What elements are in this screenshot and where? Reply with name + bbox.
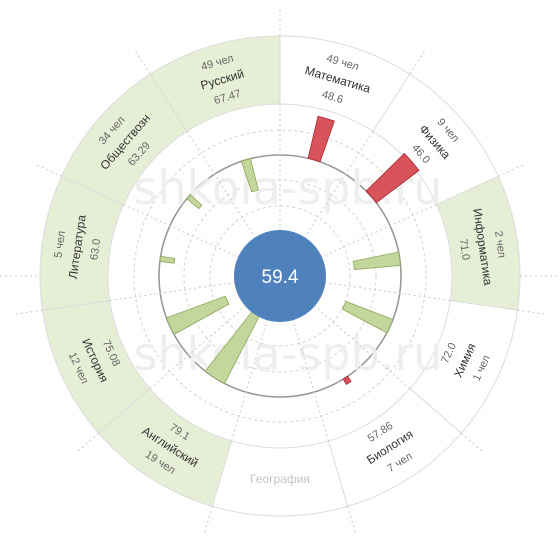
label-3-cnt: 2 чел: [492, 230, 508, 259]
spoke-dashed-5: [302, 295, 411, 390]
center-average-disc: [234, 230, 326, 322]
label-group-6: География: [250, 472, 310, 486]
spoke-dashed-8: [149, 295, 258, 390]
spoke-edge-11: [133, 48, 151, 75]
spoke-edge-5: [461, 432, 485, 454]
spoke-solid-10: [61, 175, 124, 206]
band-9: [39, 176, 124, 311]
band-3: [436, 176, 521, 311]
bar-10: [240, 158, 259, 193]
spoke-dashed-11: [186, 131, 265, 252]
spoke-dashed-3: [307, 204, 437, 264]
spoke-edge-10: [34, 163, 62, 177]
spoke-solid-6: [327, 440, 349, 507]
spoke-edge-6: [347, 506, 357, 536]
bar-5: [342, 375, 352, 385]
center-average-value: 59.4: [262, 267, 299, 288]
spoke-edge-7: [203, 506, 213, 536]
spoke-edge-4: [517, 309, 548, 315]
bar-8: [159, 255, 176, 264]
spoke-solid-3: [436, 175, 499, 206]
spoke-solid-9: [42, 299, 110, 311]
bar-1: [307, 115, 335, 163]
spoke-edge-8: [75, 432, 99, 454]
bar-9: [186, 194, 203, 210]
bar-3: [352, 251, 401, 270]
band-11: [150, 35, 280, 132]
spoke-edge-3: [498, 163, 526, 177]
label-1-subj: Математика: [303, 63, 372, 96]
spoke-dashed-10: [123, 204, 253, 264]
bar-4: [341, 300, 394, 334]
band-7: [98, 388, 232, 507]
label-3-val: 71.0: [457, 238, 472, 261]
spoke-edge-2: [409, 48, 427, 75]
watermark-bottom: shkola-spb.ru: [134, 327, 443, 381]
bar-marks: [159, 115, 420, 385]
spoke-dashed-7: [231, 304, 273, 442]
label-9-cnt: 5 чел: [52, 230, 68, 259]
spoke-lines: [0, 6, 560, 536]
label-1-val: 48.6: [320, 89, 344, 107]
label-4-cnt: 1 чел: [471, 353, 493, 383]
spoke-dashed-4: [309, 279, 451, 301]
spoke-solid-2: [372, 73, 411, 132]
spoke-solid-11: [149, 73, 188, 132]
band-10: [61, 74, 188, 205]
bar-2: [365, 152, 420, 204]
spoke-dashed-2: [295, 131, 374, 252]
grid-ring-dashed-2: [209, 205, 351, 347]
band-8: [42, 300, 151, 434]
spoke-dashed-6: [287, 304, 329, 442]
label-6-subj: География: [250, 472, 310, 486]
highlight-bands: [39, 35, 521, 507]
spoke-solid-5: [409, 388, 462, 434]
bar-7: [165, 295, 230, 335]
spoke-dashed-9: [109, 279, 251, 301]
spoke-solid-7: [211, 440, 233, 507]
grid-ring-dashed-4: [133, 129, 427, 423]
spoke-edge-9: [12, 309, 43, 315]
spoke-solid-4: [450, 299, 518, 311]
label-9-val: 63.0: [88, 238, 103, 261]
spoke-solid-8: [98, 388, 151, 434]
